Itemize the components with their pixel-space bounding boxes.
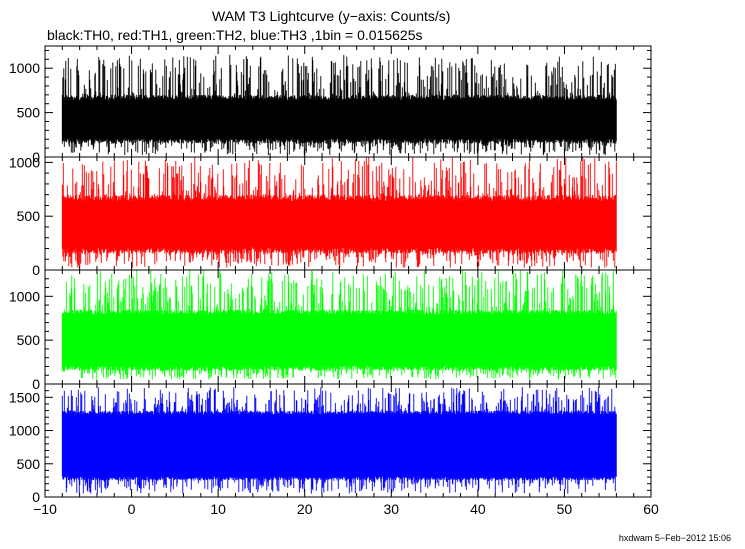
chart-title: WAM T3 Lightcurve (y−axis: Counts/s) [212,8,451,24]
panel-th0: 0 500 1000 [9,45,652,165]
y-tick-label: 1000 [9,423,40,439]
y-tick-label: 1000 [9,60,40,76]
y-tick-label: 0 [32,262,40,278]
panel-th3: 0 500 1000 1500 [9,383,652,505]
series-th0 [61,54,617,156]
x-tick-label: 0 [128,501,136,517]
y-tick-label: 500 [17,456,41,472]
x-tick-label: −10 [33,501,57,517]
y-tick-label: 0 [32,376,40,392]
series-th3 [61,387,617,494]
y-tick-label: 1000 [9,154,40,170]
y-tick-label: 1000 [9,288,40,304]
y-tick-label: 500 [17,208,41,224]
x-tick-label: 20 [297,501,313,517]
x-tick-label: 40 [470,501,486,517]
x-tick-label: 30 [383,501,399,517]
chart-subtitle: black:TH0, red:TH1, green:TH2, blue:TH3 … [47,27,423,43]
series-th2 [61,270,617,380]
y-tick-label: 1500 [9,389,40,405]
x-tick-label: 60 [643,501,659,517]
y-tick-label: 0 [32,149,40,165]
panel-th1: 0 500 1000 [9,154,652,278]
y-tick-label: 500 [17,332,41,348]
panel-th2: 0 500 1000 [9,269,652,392]
x-tick-label: 10 [210,501,226,517]
y-tick-label: 0 [32,489,40,505]
footer-stamp: hxdwam 5−Feb−2012 15:06 [618,533,731,543]
x-tick-label: 50 [557,501,573,517]
y-tick-label: 500 [17,105,41,121]
series-th1 [61,157,617,268]
panel-frame [44,383,652,498]
